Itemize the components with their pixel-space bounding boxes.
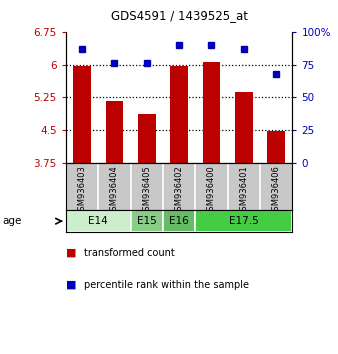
Bar <box>66 210 130 232</box>
Text: transformed count: transformed count <box>84 248 175 258</box>
Text: E17.5: E17.5 <box>229 216 259 226</box>
Text: GSM936405: GSM936405 <box>142 165 151 216</box>
Bar <box>73 66 91 163</box>
Text: GSM936404: GSM936404 <box>110 165 119 216</box>
Text: percentile rank within the sample: percentile rank within the sample <box>84 280 249 290</box>
Bar <box>105 101 123 163</box>
Bar <box>170 66 188 163</box>
Text: GSM936400: GSM936400 <box>207 165 216 216</box>
Bar <box>195 210 292 232</box>
Text: E14: E14 <box>88 216 108 226</box>
Bar <box>235 92 253 163</box>
Text: E16: E16 <box>169 216 189 226</box>
Bar <box>267 131 285 163</box>
Text: GDS4591 / 1439525_at: GDS4591 / 1439525_at <box>111 9 248 22</box>
Text: GSM936401: GSM936401 <box>239 165 248 216</box>
Text: GSM936402: GSM936402 <box>175 165 184 216</box>
Text: GSM936406: GSM936406 <box>272 165 281 216</box>
Bar <box>138 114 156 163</box>
Text: E15: E15 <box>137 216 157 226</box>
Text: ■: ■ <box>66 280 76 290</box>
Bar <box>130 210 163 232</box>
Text: GSM936403: GSM936403 <box>78 165 87 216</box>
Bar <box>163 210 195 232</box>
Text: ■: ■ <box>66 248 76 258</box>
Bar <box>202 62 220 163</box>
Text: age: age <box>3 216 22 226</box>
